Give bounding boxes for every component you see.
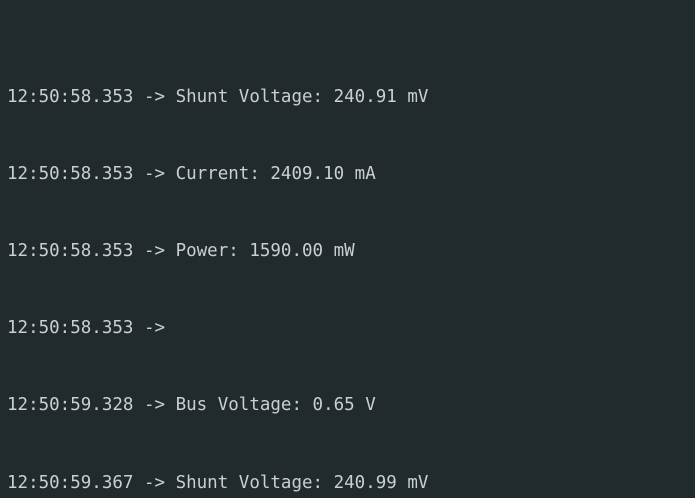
log-line: 12:50:58.353 -> bbox=[7, 318, 176, 339]
log-line: 12:50:59.328 -> Bus Voltage: 0.65 V bbox=[7, 395, 376, 416]
log-line: 12:50:58.353 -> Shunt Voltage: 240.91 mV bbox=[7, 87, 429, 108]
log-line: 12:50:59.367 -> Shunt Voltage: 240.99 mV bbox=[7, 472, 429, 493]
log-line: 12:50:58.353 -> Power: 1590.00 mW bbox=[7, 241, 355, 262]
log-line: 12:50:58.353 -> Current: 2409.10 mA bbox=[7, 164, 376, 185]
